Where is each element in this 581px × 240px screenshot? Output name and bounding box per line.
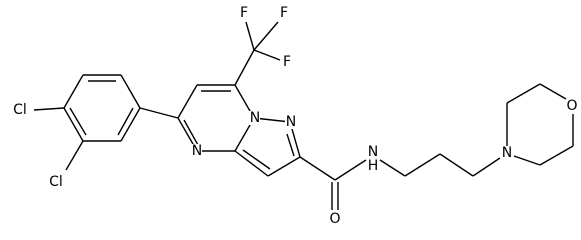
atom-label: Cl [49,174,63,190]
atom-label: N [286,114,296,130]
atom-label: N [192,143,202,159]
atom-label: O [329,211,340,227]
molecule-diagram: F F F Cl Cl N N N N H O N O [13,5,577,227]
atom-label: H [368,158,379,174]
atom-label: F [283,54,291,70]
atom-label: F [280,5,288,21]
atom-label: O [566,98,577,114]
bonds [33,21,574,210]
atom-label: N [502,145,512,161]
atom-label: F [240,5,248,21]
atom-labels: F F F Cl Cl N N N N H O N O [13,5,577,227]
atom-label: N [250,110,260,126]
atom-label: Cl [13,102,27,118]
atom-label: N [368,144,378,160]
